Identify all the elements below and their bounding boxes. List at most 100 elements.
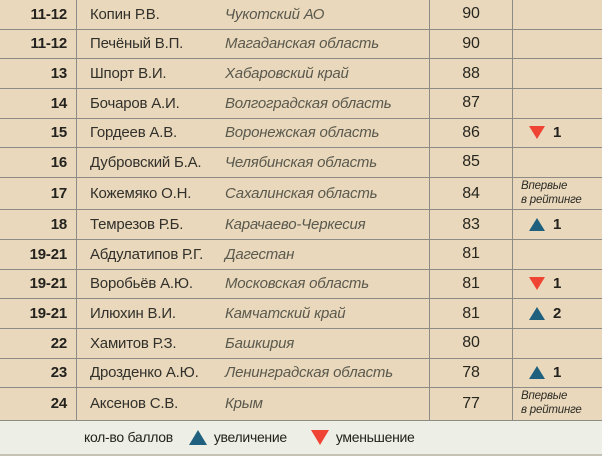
score-cell: 81 [430, 269, 513, 299]
ranking-table: 11-12 Копин Р.В. Чукотский АО 90 11-12 П… [0, 0, 602, 421]
name-cell: Хамитов Р.З. [90, 334, 177, 352]
region-cell: Сахалинская область [225, 177, 430, 210]
change-cell [513, 329, 602, 358]
region-cell: Башкирия [225, 328, 430, 358]
name-cell: Абдулатипов Р.Г. [90, 245, 204, 263]
name-cell: Шпорт В.И. [90, 65, 167, 83]
triangle-up-icon [529, 366, 545, 380]
rank-cell: 13 [0, 59, 77, 88]
name-cell: Гордеев А.В. [90, 124, 177, 142]
change-cell [513, 59, 602, 88]
table-row: 19-21 Абдулатипов Р.Г. Дагестан 81 [0, 240, 602, 270]
score-cell: 90 [430, 0, 513, 29]
change-cell: 2 [513, 299, 602, 328]
score-cell: 86 [430, 118, 513, 148]
rank-cell: 11-12 [0, 29, 77, 59]
region-cell: Чукотский АО [225, 0, 430, 29]
table-row: 23 Дрозденко А.Ю. Ленинградская область … [0, 358, 602, 389]
rank-cell: 24 [0, 388, 77, 420]
rank-cell: 19-21 [0, 299, 77, 328]
table-row: 22 Хамитов Р.З. Башкирия 80 [0, 328, 602, 359]
score-cell: 78 [430, 358, 513, 388]
name-cell: Кожемяко О.Н. [90, 185, 192, 203]
region-cell: Челябинская область [225, 148, 430, 177]
change-cell [513, 148, 602, 177]
triangle-up-icon [188, 429, 207, 445]
table-row: 16 Дубровский Б.А. Челябинская область 8… [0, 148, 602, 178]
table-row: 11-12 Печёный В.П. Магаданская область 9… [0, 29, 602, 60]
table-row: 11-12 Копин Р.В. Чукотский АО 90 [0, 0, 602, 30]
region-cell: Волгоградская область [225, 88, 430, 118]
table-row: 24 Аксенов С.В. Крым 77 Впервые в рейтин… [0, 388, 602, 421]
region-cell: Хабаровский край [225, 59, 430, 88]
triangle-up-icon [529, 307, 545, 321]
score-cell: 90 [430, 29, 513, 59]
rank-cell: 16 [0, 148, 77, 177]
first-time-label: Впервые в рейтинге [521, 390, 582, 416]
triangle-down-icon [529, 277, 545, 291]
table-row: 13 Шпорт В.И. Хабаровский край 88 [0, 59, 602, 89]
name-cell: Дрозденко А.Ю. [90, 364, 199, 382]
region-cell: Ленинградская область [225, 358, 430, 388]
score-cell: 87 [430, 88, 513, 118]
score-cell: 83 [430, 210, 513, 239]
score-cell: 84 [430, 177, 513, 210]
region-cell: Воронежская область [225, 118, 430, 148]
score-cell: 80 [430, 328, 513, 358]
name-cell: Копин Р.В. [90, 5, 160, 23]
region-cell: Магаданская область [225, 29, 430, 59]
rank-cell: 19-21 [0, 240, 77, 269]
rank-cell: 17 [0, 177, 77, 210]
rank-cell: 15 [0, 118, 77, 148]
rank-cell: 18 [0, 210, 77, 239]
rank-cell: 23 [0, 358, 77, 388]
change-cell [513, 0, 602, 29]
triangle-down-icon [310, 429, 329, 445]
region-cell: Московская область [225, 269, 430, 299]
change-cell [513, 89, 602, 118]
region-cell: Камчатский край [225, 299, 430, 328]
name-cell: Печёный В.П. [90, 35, 184, 53]
table-row: 19-21 Воробьёв А.Ю. Московская область 8… [0, 269, 602, 300]
change-value: 1 [553, 216, 562, 234]
first-time-label: Впервые в рейтинге [521, 179, 582, 206]
score-cell: 81 [430, 240, 513, 269]
table-row: 15 Гордеев А.В. Воронежская область 86 1 [0, 118, 602, 149]
legend-down-label: уменьшение [335, 429, 415, 446]
table-row: 18 Темрезов Р.Б. Карачаево-Черкесия 83 1 [0, 210, 602, 240]
region-cell: Крым [225, 388, 430, 420]
legend-score-label: кол-во баллов [84, 429, 173, 446]
change-cell [513, 240, 602, 269]
name-cell: Бочаров А.И. [90, 94, 180, 112]
score-cell: 85 [430, 148, 513, 177]
rank-cell: 11-12 [0, 0, 77, 29]
change-value: 1 [553, 124, 562, 142]
name-cell: Дубровский Б.А. [90, 153, 202, 171]
change-cell: 1 [513, 210, 602, 239]
region-cell: Дагестан [225, 240, 430, 269]
change-cell: Впервые в рейтинге [513, 388, 602, 420]
table-row: 17 Кожемяко О.Н. Сахалинская область 84 … [0, 177, 602, 211]
score-cell: 88 [430, 59, 513, 88]
triangle-down-icon [529, 126, 545, 140]
score-cell: 77 [430, 388, 513, 420]
change-cell: 1 [513, 359, 602, 388]
change-cell: Впервые в рейтинге [513, 178, 602, 210]
legend-up-label: увеличение [213, 429, 287, 446]
table-row: 14 Бочаров А.И. Волгоградская область 87 [0, 88, 602, 119]
rank-cell: 22 [0, 328, 77, 358]
change-value: 2 [553, 305, 562, 323]
rank-cell: 14 [0, 88, 77, 118]
region-cell: Карачаево-Черкесия [225, 210, 430, 239]
name-cell: Воробьёв А.Ю. [90, 275, 193, 293]
change-cell: 1 [513, 270, 602, 299]
change-cell: 1 [513, 119, 602, 148]
triangle-up-icon [529, 218, 545, 232]
change-cell [513, 30, 602, 59]
legend-bar: кол-во баллов увеличение уменьшение [0, 420, 602, 456]
change-value: 1 [553, 275, 562, 293]
name-cell: Илюхин В.И. [90, 305, 176, 323]
name-cell: Темрезов Р.Б. [90, 216, 184, 234]
score-cell: 81 [430, 299, 513, 328]
